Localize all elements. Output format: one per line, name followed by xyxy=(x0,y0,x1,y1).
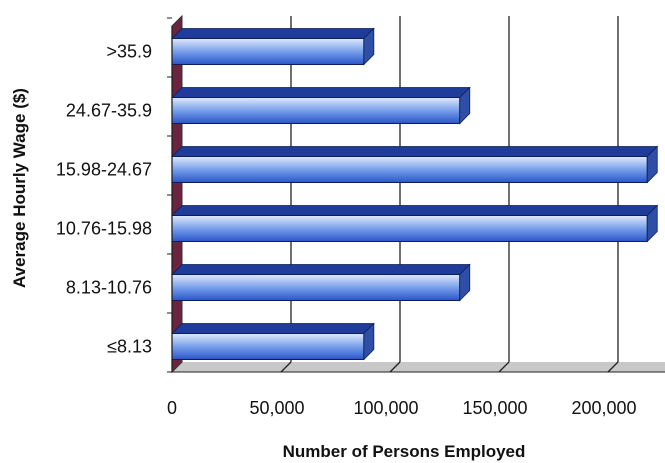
bar-end-face xyxy=(646,204,658,243)
bar-top-face xyxy=(171,28,375,39)
y-axis-title: Average Hourly Wage ($) xyxy=(10,88,29,288)
gridline-floor xyxy=(498,361,510,373)
bar-top-face xyxy=(171,323,375,334)
chart-background xyxy=(171,14,665,374)
y-tick-label: 10.76-15.98 xyxy=(56,219,152,239)
gridline-floor xyxy=(607,361,619,373)
bar xyxy=(171,215,648,242)
bar xyxy=(171,38,365,65)
x-axis-title: Number of Persons Employed xyxy=(283,442,526,461)
x-tick-label: 100,000 xyxy=(353,398,418,418)
y-tick-label: ≤8.13 xyxy=(107,337,152,357)
bar-top-face xyxy=(171,205,659,216)
bar-end-face xyxy=(363,322,375,361)
y-tick-label: 8.13-10.76 xyxy=(66,278,152,298)
bar-top-face xyxy=(171,264,471,275)
y-tick-label: >35.9 xyxy=(106,42,152,62)
bar xyxy=(171,156,648,183)
bar-end-face xyxy=(363,27,375,66)
y-tick-label: 24.67-35.9 xyxy=(66,101,152,121)
bar-top-face xyxy=(171,146,659,157)
y-tick-label: 15.98-24.67 xyxy=(56,160,152,180)
axes: ≤8.13 8.13-10.76 10.76-15.98 15.98-24.67 24.… xyxy=(56,17,665,418)
gridline-floor xyxy=(280,361,292,373)
chart-floor xyxy=(172,362,665,372)
chart-wall xyxy=(171,14,183,374)
bar-end-face xyxy=(459,263,471,302)
x-tick-label: 150,000 xyxy=(462,398,527,418)
x-tick-label: 200,000 xyxy=(571,398,636,418)
bar xyxy=(171,333,365,360)
bar-top-face xyxy=(171,87,471,98)
gridlines xyxy=(280,16,619,373)
bars xyxy=(171,27,659,361)
bar xyxy=(171,274,461,301)
bar xyxy=(171,97,461,124)
bar-end-face xyxy=(646,145,658,184)
x-tick-label: 0 xyxy=(167,398,177,418)
gridline-floor xyxy=(389,361,401,373)
bar-end-face xyxy=(459,86,471,125)
x-tick-label: 50,000 xyxy=(249,398,304,418)
